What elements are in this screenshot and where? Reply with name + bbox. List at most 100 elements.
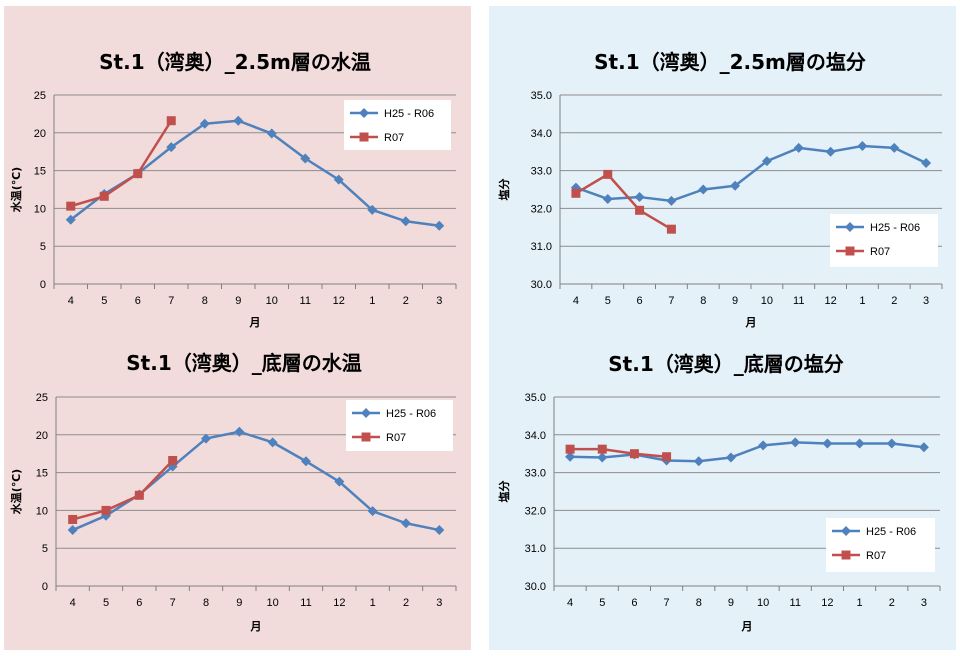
data-point xyxy=(301,456,311,467)
y-tick-label: 15 xyxy=(34,166,46,178)
x-tick-label: 5 xyxy=(101,295,107,307)
data-point xyxy=(434,525,445,536)
x-tick-label: 3 xyxy=(921,597,927,609)
data-point xyxy=(65,214,76,225)
x-tick-label: 4 xyxy=(567,597,573,609)
legend-label: H25 - R06 xyxy=(384,108,434,120)
chart-title: St.1（湾奥）_2.5m層の水温 xyxy=(99,50,371,74)
x-tick-label: 7 xyxy=(664,597,670,609)
data-point xyxy=(133,169,143,179)
legend-box xyxy=(826,518,935,572)
legend-marker xyxy=(361,408,371,418)
x-tick-label: 12 xyxy=(821,597,833,609)
data-point xyxy=(603,169,613,179)
data-point xyxy=(267,437,278,448)
y-tick-label: 10 xyxy=(34,203,46,215)
y-tick-label: 25 xyxy=(36,392,48,404)
data-point xyxy=(822,438,833,449)
data-point xyxy=(761,156,772,167)
data-point xyxy=(725,452,736,463)
y-tick-label: 5 xyxy=(40,241,46,253)
legend-marker xyxy=(359,132,369,142)
x-tick-label: 9 xyxy=(728,597,734,609)
y-tick-label: 25 xyxy=(34,90,46,102)
data-point xyxy=(597,452,608,463)
legend-label: R07 xyxy=(386,432,406,444)
data-point xyxy=(635,205,645,215)
x-tick-label: 3 xyxy=(436,295,442,307)
chart-sal-top: St.1（湾奥）_2.5m層の塩分 30.0 31.0 32.0 33.0 34.0 35.… xyxy=(497,50,943,329)
data-point xyxy=(634,192,645,203)
x-tick-label: 6 xyxy=(637,295,643,307)
y-tick-label: 34.0 xyxy=(531,128,552,140)
legend-label: H25 - R06 xyxy=(386,408,436,420)
x-tick-label: 7 xyxy=(170,597,176,609)
x-tick-label: 4 xyxy=(68,295,74,307)
x-tick-label: 11 xyxy=(790,597,801,609)
data-point xyxy=(886,438,897,449)
y-tick-label: 32.0 xyxy=(531,203,552,215)
y-axis-label: 水温(℃) xyxy=(9,167,23,212)
data-point xyxy=(666,224,676,234)
data-point xyxy=(266,128,277,139)
x-axis-label: 月 xyxy=(741,620,753,633)
y-tick-label: 20 xyxy=(34,128,46,140)
data-point xyxy=(790,437,801,448)
y-axis-label: 水温(℃) xyxy=(9,469,23,514)
data-point xyxy=(66,201,76,211)
data-point xyxy=(758,440,769,451)
x-tick-label: 10 xyxy=(757,597,769,609)
x-tick-label: 2 xyxy=(403,597,409,609)
x-tick-label: 3 xyxy=(436,597,442,609)
series-line-current xyxy=(570,447,667,458)
legend-label: H25 - R06 xyxy=(866,526,916,538)
data-point xyxy=(857,141,868,152)
x-axis-label: 月 xyxy=(249,316,261,329)
x-tick-label: 10 xyxy=(267,597,279,609)
series-line-hist xyxy=(570,441,925,463)
data-point xyxy=(67,525,78,536)
legend-marker xyxy=(361,432,371,442)
legend-box xyxy=(830,214,938,267)
data-point xyxy=(400,216,411,227)
legend: H25 - R06 R07 xyxy=(830,214,938,267)
data-point xyxy=(101,505,111,515)
x-tick-label: 2 xyxy=(891,295,897,307)
x-tick-label: 9 xyxy=(732,295,738,307)
data-point xyxy=(201,433,211,444)
y-tick-label: 35.0 xyxy=(525,392,546,404)
legend: H25 - R06 R07 xyxy=(344,100,451,150)
y-tick-label: 33.0 xyxy=(525,468,546,480)
x-tick-label: 11 xyxy=(793,295,804,307)
x-tick-label: 9 xyxy=(235,295,241,307)
data-point xyxy=(401,518,411,529)
x-tick-label: 1 xyxy=(370,597,376,609)
legend-label: H25 - R06 xyxy=(870,222,920,234)
x-tick-label: 12 xyxy=(824,295,836,307)
x-tick-label: 10 xyxy=(266,295,278,307)
data-point xyxy=(367,506,378,517)
chart-title: St.1（湾奥）_底層の塩分 xyxy=(608,352,843,376)
x-tick-label: 2 xyxy=(889,597,895,609)
y-tick-label: 0 xyxy=(42,581,48,593)
data-point xyxy=(693,456,704,467)
data-point xyxy=(565,451,576,462)
x-tick-label: 4 xyxy=(573,295,579,307)
data-point xyxy=(793,142,804,153)
y-tick-label: 15 xyxy=(36,468,48,480)
x-tick-label: 12 xyxy=(333,597,345,609)
x-tick-label: 7 xyxy=(168,295,174,307)
x-tick-label: 2 xyxy=(403,295,409,307)
chart-title: St.1（湾奥）_2.5m層の塩分 xyxy=(594,50,866,74)
y-tick-label: 32.0 xyxy=(525,505,546,517)
data-point xyxy=(199,118,210,129)
legend-marker xyxy=(845,246,855,256)
y-tick-label: 5 xyxy=(42,543,48,555)
series-line-hist xyxy=(575,144,927,203)
x-axis-label: 月 xyxy=(745,316,757,329)
data-point xyxy=(571,188,581,198)
x-tick-label: 5 xyxy=(103,597,109,609)
x-tick-label: 1 xyxy=(369,295,375,307)
series-line-current xyxy=(70,120,173,208)
